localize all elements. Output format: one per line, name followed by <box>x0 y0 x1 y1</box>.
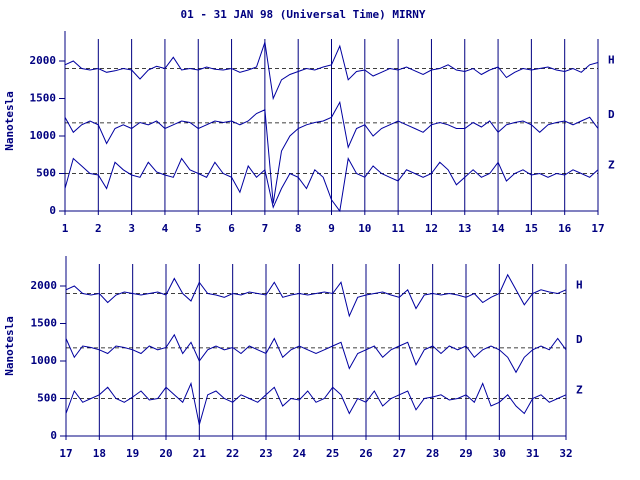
chart-title: 01 - 31 JAN 98 (Universal Time) MIRNY <box>180 8 425 21</box>
y-tick-label: 0 <box>49 204 56 217</box>
x-tick-label: 1 <box>62 222 69 235</box>
x-tick-label: 27 <box>393 447 406 460</box>
x-tick-label: 32 <box>559 447 572 460</box>
x-tick-label: 3 <box>128 222 135 235</box>
x-tick-label: 23 <box>259 447 272 460</box>
x-tick-label: 5 <box>195 222 202 235</box>
x-tick-label: 2 <box>95 222 102 235</box>
x-tick-label: 22 <box>226 447 239 460</box>
y-tick-label: 2000 <box>30 54 57 67</box>
y-tick-label: 1500 <box>30 92 57 105</box>
x-tick-label: 18 <box>93 447 106 460</box>
x-tick-label: 14 <box>491 222 505 235</box>
x-tick-label: 29 <box>459 447 472 460</box>
y-tick-label: 0 <box>50 429 57 442</box>
x-tick-label: 7 <box>262 222 269 235</box>
x-tick-label: 10 <box>358 222 371 235</box>
x-tick-label: 17 <box>59 447 72 460</box>
series-line <box>64 100 599 204</box>
series-line <box>65 333 567 374</box>
series-line <box>64 156 599 213</box>
y-tick-label: 500 <box>36 167 56 180</box>
series-line <box>64 42 599 101</box>
x-tick-label: 13 <box>458 222 471 235</box>
x-tick-label: 21 <box>193 447 207 460</box>
x-tick-label: 6 <box>228 222 235 235</box>
series-line <box>65 381 567 425</box>
y-tick-label: 500 <box>37 392 57 405</box>
x-tick-label: 8 <box>295 222 302 235</box>
x-tick-label: 30 <box>493 447 506 460</box>
x-tick-label: 12 <box>425 222 438 235</box>
x-tick-label: 26 <box>359 447 373 460</box>
x-tick-label: 31 <box>526 447 540 460</box>
series-label: H <box>576 279 583 292</box>
x-tick-label: 24 <box>293 447 307 460</box>
x-tick-label: 15 <box>525 222 538 235</box>
x-tick-label: 4 <box>162 222 169 235</box>
x-tick-label: 17 <box>591 222 604 235</box>
x-tick-label: 9 <box>328 222 335 235</box>
series-line <box>65 273 567 318</box>
x-tick-label: 20 <box>159 447 172 460</box>
series-label: Z <box>608 159 615 172</box>
y-tick-label: 2000 <box>31 279 58 292</box>
y-tick-label: 1000 <box>30 129 57 142</box>
y-axis-label: Nanotesla <box>3 316 16 376</box>
y-tick-label: 1500 <box>31 317 58 330</box>
series-label: D <box>576 333 583 346</box>
y-axis-label: Nanotesla <box>3 91 16 151</box>
x-tick-label: 25 <box>326 447 339 460</box>
series-label: H <box>608 54 615 67</box>
x-tick-label: 28 <box>426 447 439 460</box>
x-tick-label: 19 <box>126 447 139 460</box>
series-label: Z <box>576 384 583 397</box>
x-tick-label: 11 <box>392 222 406 235</box>
x-tick-label: 16 <box>558 222 572 235</box>
series-label: D <box>608 108 615 121</box>
y-tick-label: 1000 <box>31 354 58 367</box>
